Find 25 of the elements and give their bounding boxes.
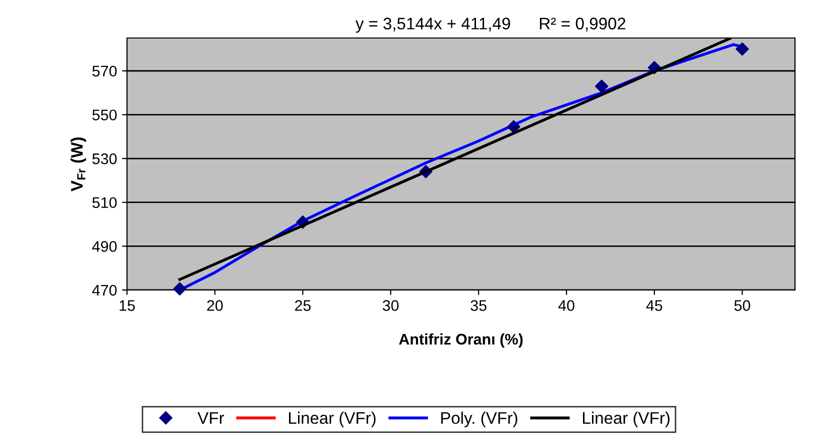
legend-label: Poly. (VFr) [441,412,518,428]
x-tick-label: 40 [558,300,574,311]
x-tick-label: 30 [382,300,399,311]
point [595,80,608,93]
x-tick-label: 50 [734,300,750,311]
legend-label: Linear (VFr) [289,412,376,428]
x-tick-label: 25 [295,300,311,311]
point [736,42,749,56]
x-tick-label: 20 [207,300,223,311]
text: y = 3,5144x + 411,49 R² = 0,9902 [355,18,626,33]
x-axis-title: Antifriz Oranı (%) [399,333,523,348]
y-tick-label: 550 [92,110,117,120]
legend-label: Linear (VFr) [582,412,670,428]
point [507,120,520,134]
y-tick-label: 510 [92,197,117,208]
y-tick-label: 570 [92,66,117,77]
y-axis-title: V$_{Fr}$ (W) [70,137,86,192]
y-tick-label: 530 [92,153,117,164]
x-tick-label: 35 [470,300,486,311]
point [173,282,186,296]
y-tick-label: 490 [92,241,117,252]
legend-label: VFr [198,412,224,424]
y-tick-label: 470 [92,284,117,296]
x-tick-label: 15 [120,300,135,311]
x-tick-label: 45 [646,300,662,311]
